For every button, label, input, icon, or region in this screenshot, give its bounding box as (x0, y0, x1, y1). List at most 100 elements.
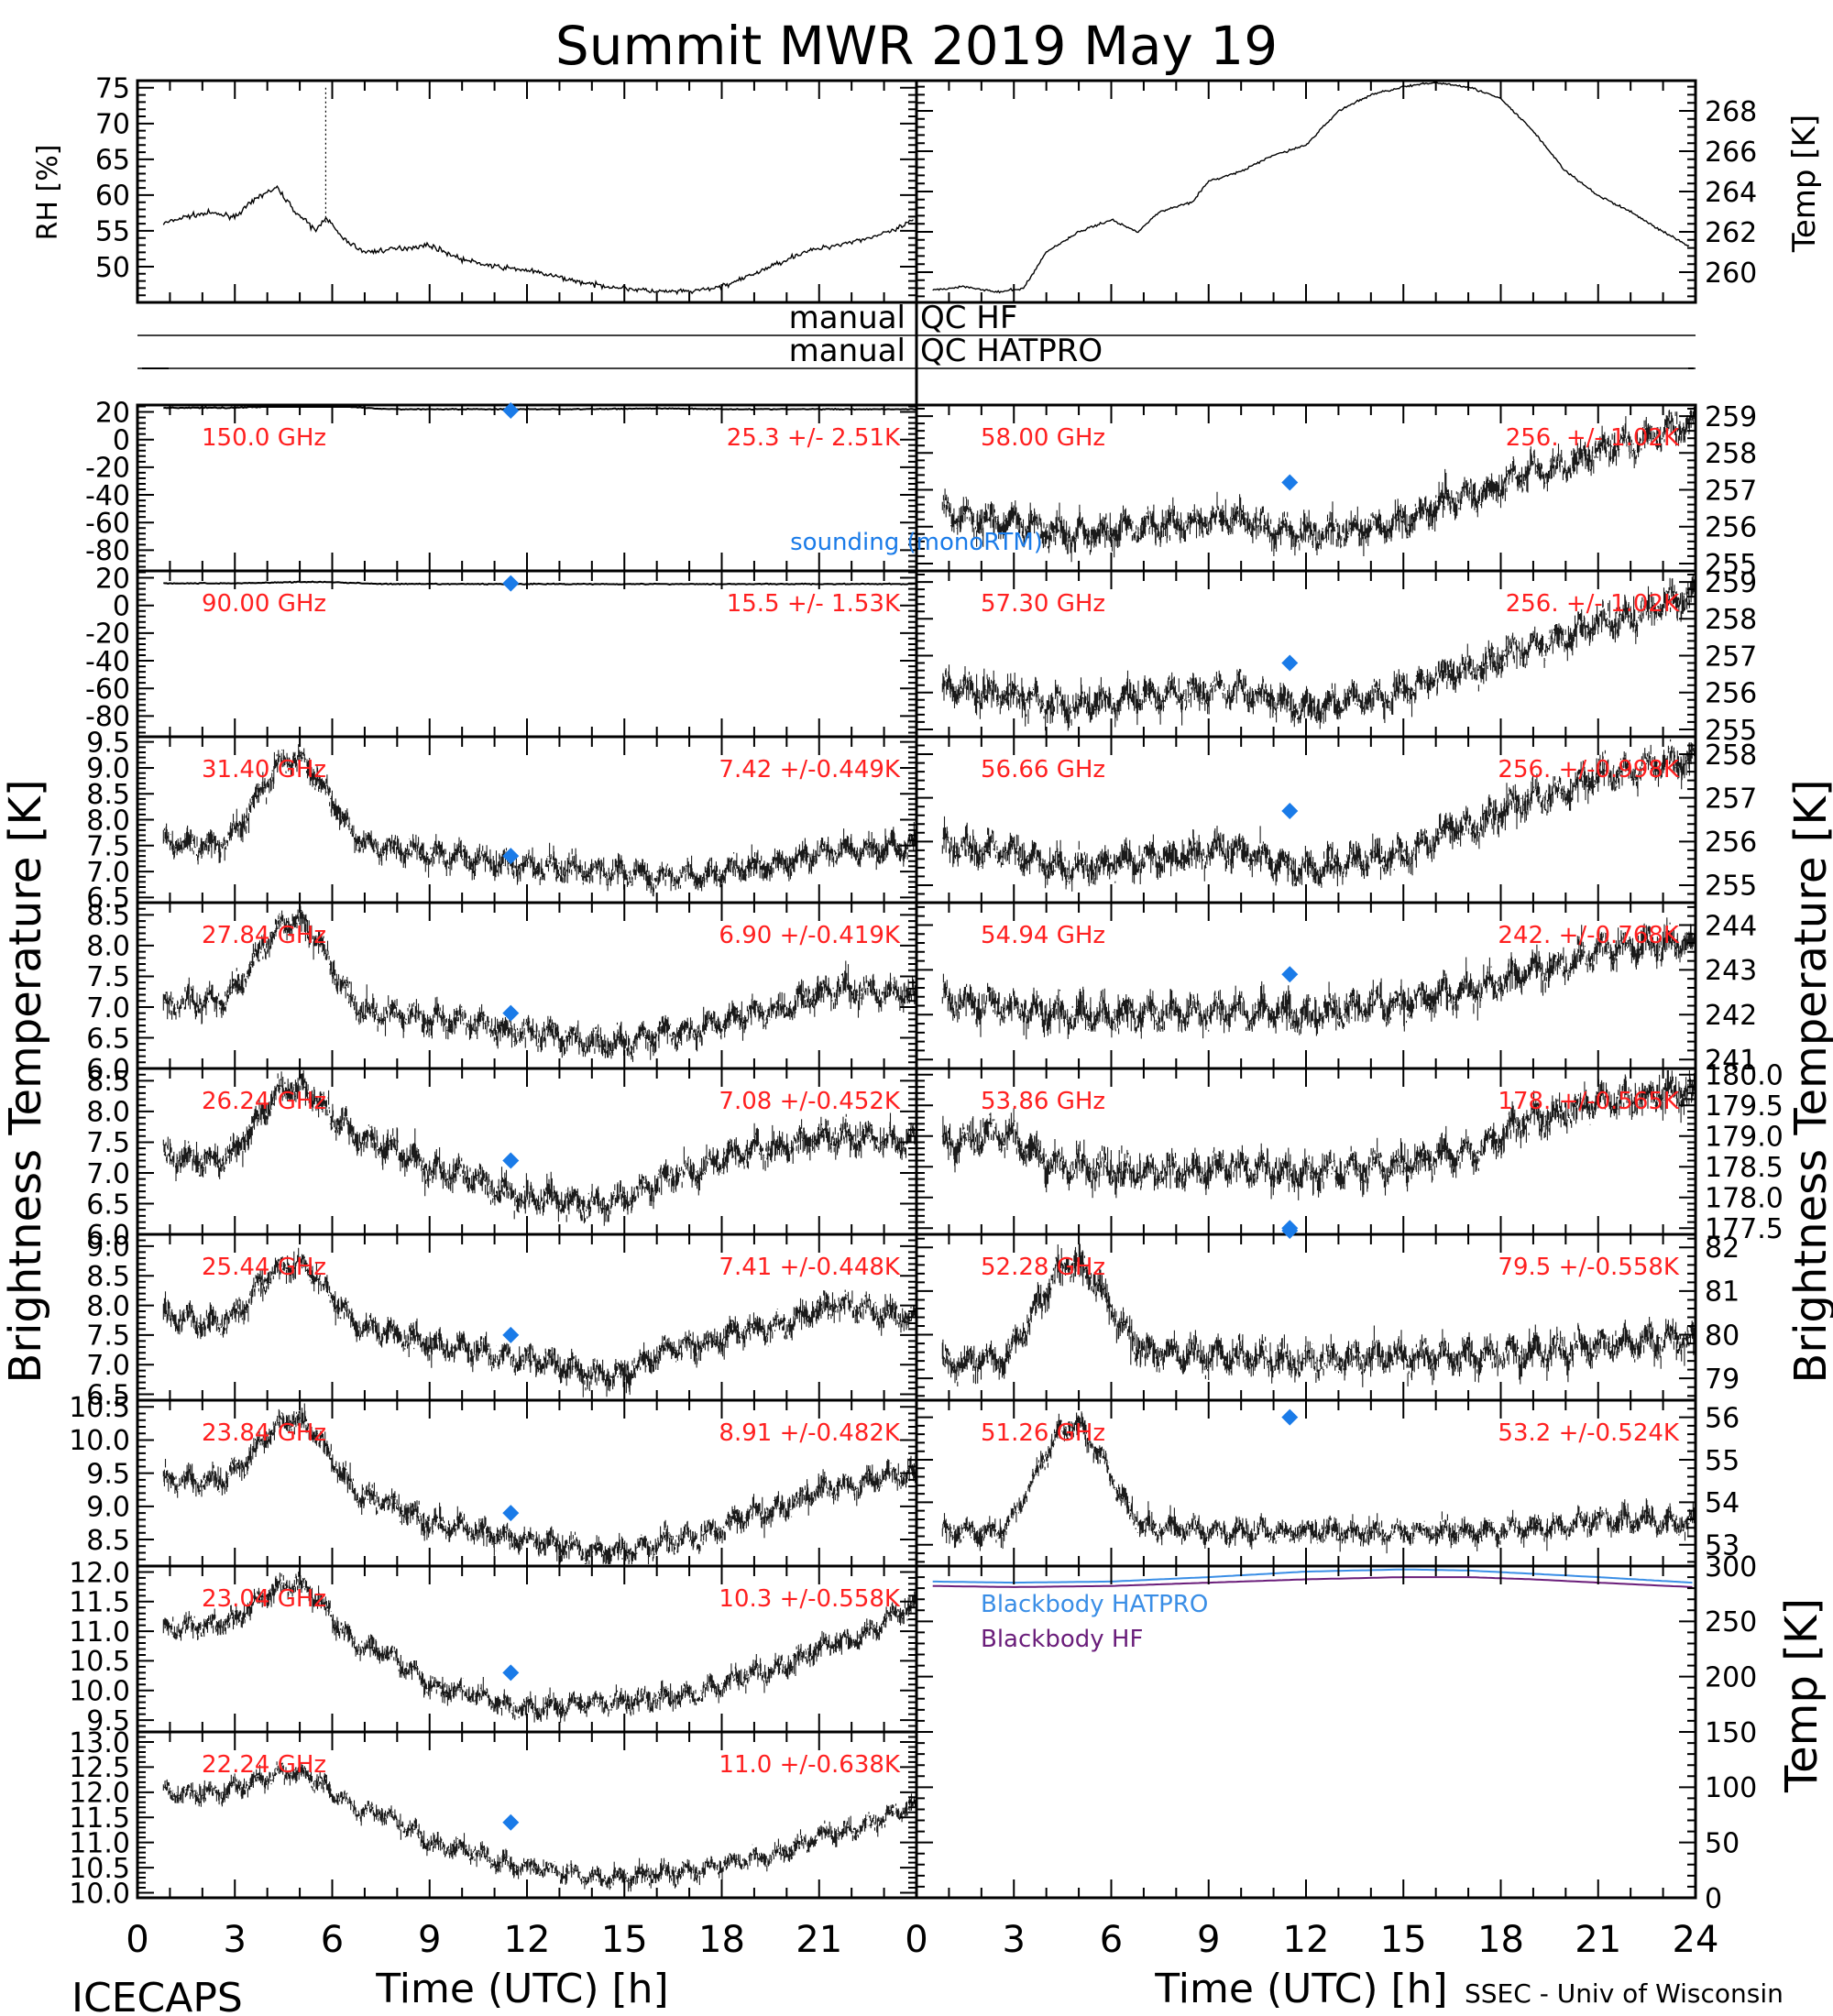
qc-row-0-qc: QC HF (920, 300, 1017, 336)
x-tick-label-0: 0 (126, 1919, 148, 1961)
right-panel-0-y-label: 256 (1705, 512, 1757, 544)
right-panel-4-y-label: 180.0 (1705, 1060, 1784, 1092)
right-panel-4-x-ticks (916, 1068, 1696, 1234)
right-panel-4-freq: 53.86 GHz (981, 1088, 1105, 1115)
left-panel-7-freq: 23.04 GHz (202, 1585, 326, 1613)
left-panel-0-y-label: -20 (85, 453, 130, 485)
rh-y-axis-label: RH [%] (32, 145, 64, 241)
left-panel-7-y-label: 9.5 (86, 1705, 130, 1737)
right-panel-2-stat: 256. +/-0.998K (1498, 756, 1680, 783)
bb-y-label: 50 (1705, 1827, 1740, 1859)
temp-y-label: 260 (1705, 257, 1757, 290)
left-panel-2-y-label: 7.5 (86, 831, 130, 863)
left-panel-0-sounding-marker (502, 402, 520, 420)
right-panel-3-x-ticks (916, 903, 1696, 1068)
left-panel-1-y-label: -80 (85, 701, 130, 733)
left-panel-4-y-label: 6.0 (86, 1220, 130, 1252)
qc-row-1-qc: QC HATPRO (920, 333, 1103, 369)
bb-y-label: 150 (1705, 1717, 1757, 1749)
left-panel-3-sounding-marker (502, 1004, 520, 1022)
right-panel-1-freq: 57.30 GHz (981, 590, 1105, 618)
right-panel-0-y-label: 259 (1705, 401, 1757, 433)
x-tick-label-1: 3 (224, 1919, 247, 1961)
left-panel-8-y-label: 11.5 (69, 1802, 130, 1835)
right-panel-4-y-label: 178.5 (1705, 1152, 1784, 1184)
left-panel-8-trace (162, 1761, 917, 1892)
right-panel-3-sounding-marker (1281, 966, 1299, 983)
right-panel-2-freq: 56.66 GHz (981, 756, 1105, 783)
left-panel-7-y-label: 10.0 (69, 1676, 130, 1708)
x-tick-label-12: 12 (1283, 1919, 1330, 1961)
left-panel-5-y-label: 7.0 (86, 1350, 130, 1382)
rh-y-label: 75 (95, 73, 130, 105)
rh-y-ticks (137, 80, 916, 303)
left-panel-2-y-label: 9.5 (86, 727, 130, 759)
left-panel-2-freq: 31.40 GHz (202, 756, 326, 783)
right-panel-1-stat: 256. +/- 1.02K (1506, 590, 1680, 618)
chart-title: Summit MWR 2019 May 19 (555, 15, 1278, 77)
left-panel-7-sounding-marker (502, 1664, 520, 1682)
left-panel-2-y-label: 9.0 (86, 753, 130, 785)
right-panel-2-sounding-marker (1281, 802, 1299, 819)
left-panel-5-y-label: 6.5 (86, 1379, 130, 1411)
right-panel-0-y-ticks (916, 408, 1696, 572)
left-panel-5-y-label: 8.5 (86, 1261, 130, 1293)
left-panel-0-y-label: -60 (85, 508, 130, 540)
temp-trace (932, 82, 1690, 294)
x-tick-label-3: 9 (418, 1919, 441, 1961)
qc-row-0-label: manual (789, 300, 906, 336)
left-panel-7-x-ticks (137, 1566, 917, 1732)
right-panel-5-sounding-marker (1281, 1222, 1299, 1239)
left-panel-4-y-label: 7.5 (86, 1127, 130, 1159)
x-tick-label-15: 21 (1575, 1919, 1621, 1961)
right-panel-0-y-label: 258 (1705, 438, 1757, 470)
right-panel-6-sounding-marker (1281, 1408, 1299, 1426)
left-panel-1-stat: 15.5 +/- 1.53K (727, 590, 901, 618)
left-panel-8-y-label: 12.5 (69, 1752, 130, 1784)
left-panel-2-trace (162, 744, 917, 897)
left-panel-4-freq: 26.24 GHz (202, 1088, 326, 1115)
right-panel-3-y-label: 242 (1705, 1000, 1757, 1032)
right-panel-6-y-label: 54 (1705, 1487, 1740, 1519)
right-panel-5-stat: 79.5 +/-0.558K (1498, 1254, 1680, 1281)
left-panel-1-x-ticks (137, 571, 917, 737)
left-panel-7-stat: 10.3 +/-0.558K (719, 1585, 901, 1613)
right-panel-4-y-label: 177.5 (1705, 1213, 1784, 1245)
left-panel-1-y-label: -40 (85, 646, 130, 678)
left-panel-0-y-label: 0 (113, 425, 130, 457)
left-panel-6-y-label: 9.0 (86, 1492, 130, 1524)
left-panel-5-y-label: 7.5 (86, 1320, 130, 1353)
rh-y-label: 65 (95, 145, 130, 177)
rh-y-label: 55 (95, 216, 130, 248)
rh-panel-frame (136, 79, 918, 304)
right-panel-1-sounding-marker (1281, 654, 1299, 672)
sounding-legend: sounding (monoRTM) (790, 529, 1043, 556)
bb-legend-1: Blackbody HF (981, 1626, 1143, 1653)
left-panel-1-freq: 90.00 GHz (202, 590, 326, 618)
right-panel-5-y-label: 82 (1705, 1233, 1740, 1265)
temp-y-label: 264 (1705, 177, 1757, 209)
left-panel-0-y-label: 20 (95, 397, 130, 429)
left-panel-5-y-label: 8.0 (86, 1290, 130, 1322)
rh-x-ticks (137, 81, 917, 302)
right-panel-5-y-label: 80 (1705, 1320, 1740, 1352)
left-panel-8-y-label: 12.0 (69, 1778, 130, 1810)
left-panel-8-stat: 11.0 +/-0.638K (719, 1751, 901, 1779)
temp-y-label: 262 (1705, 217, 1757, 249)
right-panel-0-y-label: 257 (1705, 475, 1757, 507)
rh-y-label: 50 (95, 252, 130, 284)
left-panel-3-y-label: 8.0 (86, 931, 130, 963)
left-panel-3-y-label: 7.5 (86, 961, 130, 993)
left-panel-5-x-ticks (137, 1234, 917, 1400)
right-panel-2-y-label: 256 (1705, 827, 1757, 859)
left-panel-6-y-label: 9.5 (86, 1458, 130, 1490)
left-panel-4-stat: 7.08 +/-0.452K (719, 1088, 901, 1115)
left-panel-4-y-label: 6.5 (86, 1189, 130, 1221)
right-panel-4-y-label: 179.0 (1705, 1122, 1784, 1154)
left-panel-3-y-label: 6.5 (86, 1023, 130, 1055)
right-panel-5-y-label: 79 (1705, 1364, 1740, 1396)
bb-x-ticks (916, 1566, 1696, 1898)
left-panel-2-y-label: 6.5 (86, 882, 130, 915)
x-tick-label-13: 15 (1380, 1919, 1427, 1961)
temp-y-axis-label: Temp [K] (1786, 115, 1823, 253)
